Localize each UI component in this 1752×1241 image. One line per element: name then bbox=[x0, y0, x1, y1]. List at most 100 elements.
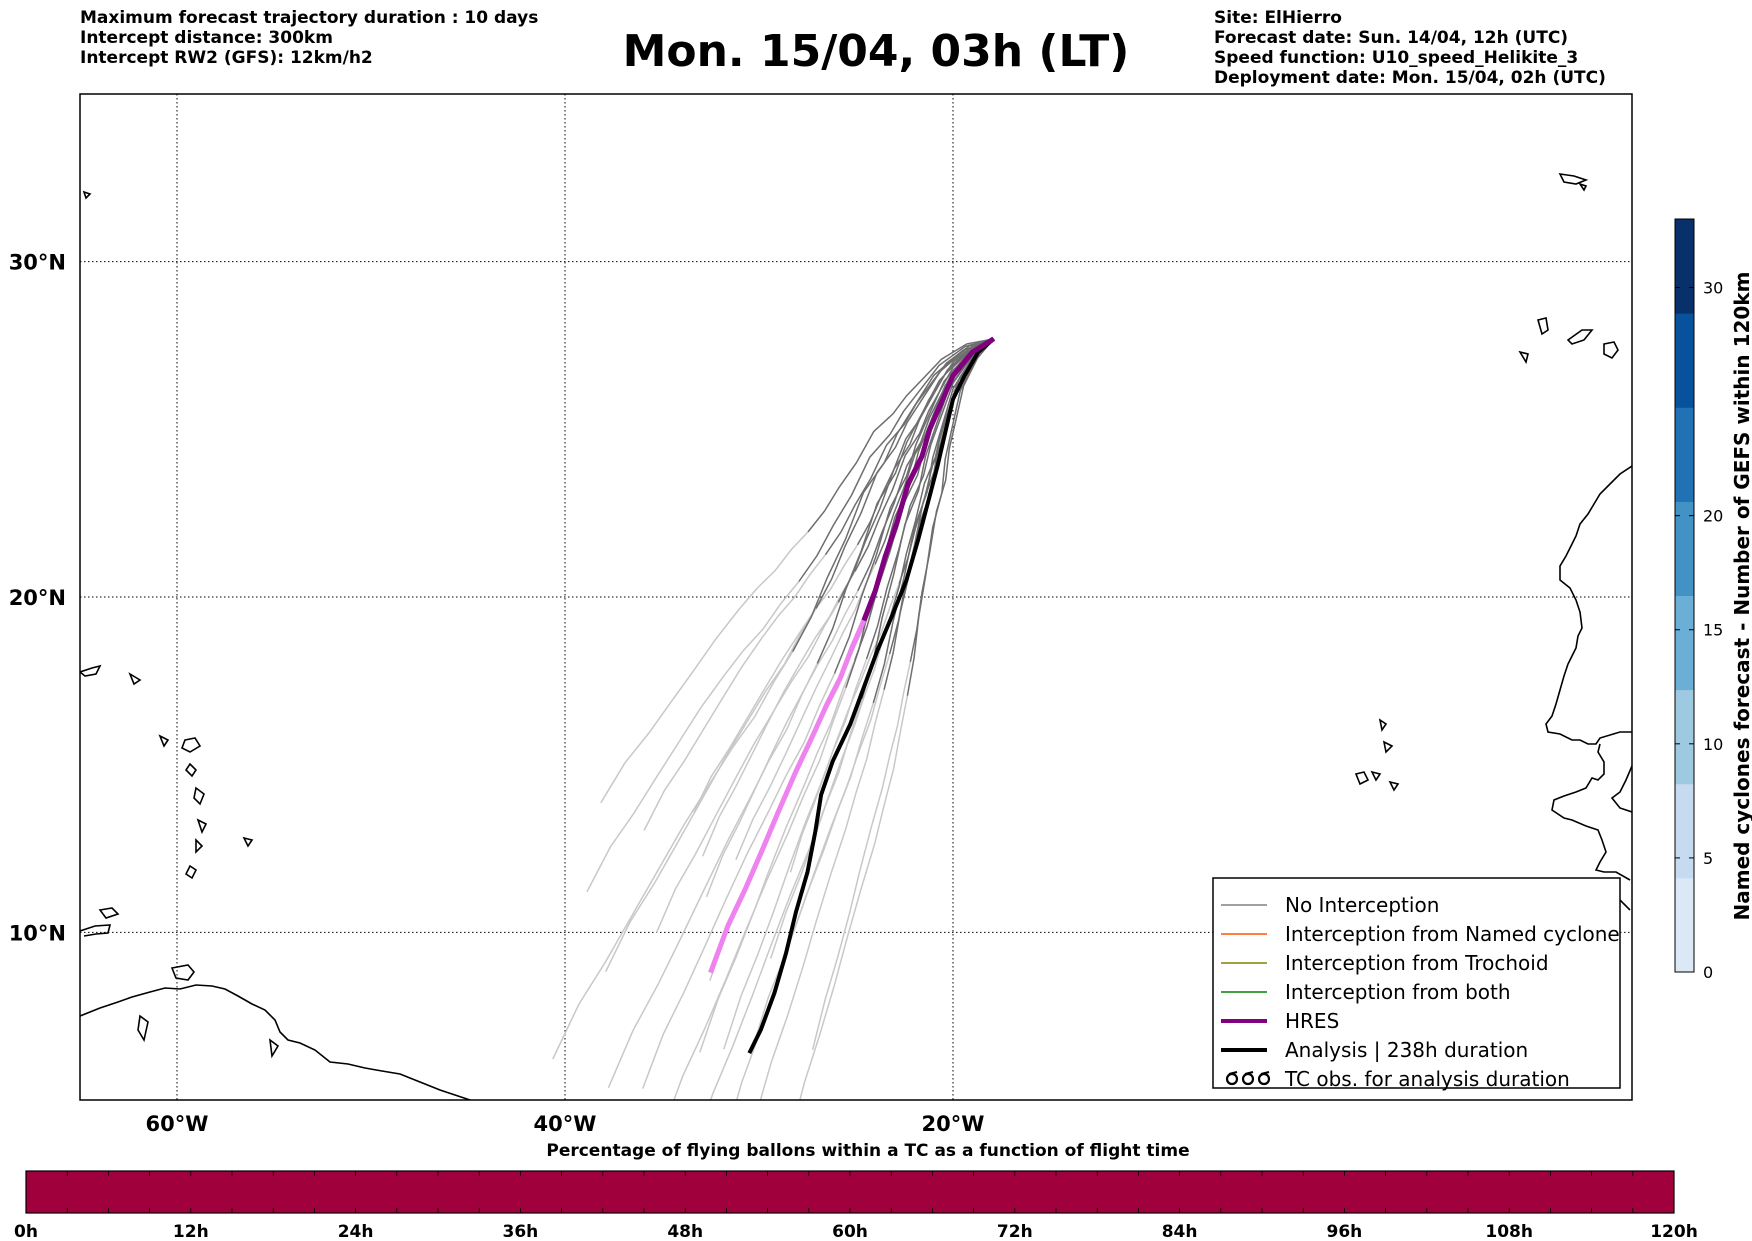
lat-tick-label: 30°N bbox=[9, 251, 66, 275]
coast-capeverde-5 bbox=[1388, 780, 1400, 792]
analysis-track[interactable] bbox=[747, 337, 996, 1054]
ensemble-track-light bbox=[811, 661, 912, 1050]
ensemble-track-light bbox=[693, 544, 859, 813]
colorbar-segment bbox=[1675, 877, 1694, 973]
ensemble-track-light bbox=[705, 590, 859, 898]
coast-antilles-1 bbox=[80, 664, 102, 677]
tc-symbol-tail bbox=[1244, 1071, 1254, 1075]
ensemble-track-light bbox=[600, 531, 809, 804]
bottom-bar-tick-label: 48h bbox=[667, 1222, 703, 1241]
ensemble-track-light bbox=[702, 571, 856, 857]
coast-antilles-6 bbox=[196, 818, 208, 835]
ensemble-track bbox=[854, 338, 995, 572]
coast-antilles-13 bbox=[268, 1038, 280, 1059]
colorbar-tick-label: 30 bbox=[1703, 278, 1723, 297]
coast-antilles-7 bbox=[195, 838, 204, 854]
colorbar-tick-label: 20 bbox=[1703, 507, 1723, 526]
colorbar-segment bbox=[1675, 595, 1694, 691]
bottom-bar-tick-label: 0h bbox=[14, 1222, 38, 1241]
coast-antilles-8 bbox=[184, 864, 198, 880]
ensemble-track bbox=[798, 338, 994, 582]
lon-tick-label: 60°W bbox=[146, 1112, 209, 1136]
legend-label: Interception from both bbox=[1285, 980, 1511, 1004]
colorbar-segment bbox=[1675, 407, 1694, 502]
coast-capeverde-1 bbox=[1378, 718, 1388, 733]
colorbar-segment bbox=[1675, 501, 1694, 596]
legend-label: Interception from Named cyclone bbox=[1285, 922, 1620, 946]
bottom-bar-tick-label: 96h bbox=[1327, 1222, 1363, 1241]
coast-antilles-3 bbox=[180, 737, 202, 753]
coast-canary-2 bbox=[1566, 329, 1594, 345]
header-intercept-rw2: Intercept RW2 (GFS): 12km/h2 bbox=[80, 48, 373, 68]
legend-label: Interception from Trochoid bbox=[1285, 951, 1549, 975]
colorbar-frame bbox=[1674, 218, 1695, 973]
bottom-bar-tick-label: 120h bbox=[1650, 1222, 1698, 1241]
header-intercept-distance: Intercept distance: 300km bbox=[80, 28, 333, 48]
colorbar-segment bbox=[1675, 783, 1694, 879]
ensemble-track bbox=[792, 338, 994, 652]
coast-antilles-9 bbox=[242, 836, 254, 848]
legend-label: TC obs. for analysis duration bbox=[1284, 1067, 1570, 1091]
colorbar-tick-label: 5 bbox=[1703, 849, 1713, 868]
ensemble-track-light bbox=[723, 658, 868, 1050]
bottom-bar-tick-label: 24h bbox=[338, 1222, 374, 1241]
legend-label: No Interception bbox=[1285, 893, 1439, 917]
coast-bermuda bbox=[82, 190, 92, 200]
colorbar-segment bbox=[1675, 219, 1694, 314]
map-frame bbox=[79, 93, 1633, 1101]
colorbar-title: Named cyclones forecast - Number of GEFS… bbox=[1730, 272, 1752, 921]
header-speed-function: Speed function: U10_speed_Helikite_3 bbox=[1214, 48, 1579, 68]
hres-track-late[interactable] bbox=[708, 619, 867, 974]
bottom-bar-tick-label: 60h bbox=[832, 1222, 868, 1241]
ensemble-track-light bbox=[799, 695, 909, 1100]
ensemble-track-light bbox=[641, 673, 836, 1089]
header-max-duration: Maximum forecast trajectory duration : 1… bbox=[80, 8, 539, 28]
legend: No Interception Interception from Named c… bbox=[1212, 877, 1621, 1091]
colorbar-segment bbox=[1675, 689, 1694, 785]
coast-antilles-5 bbox=[193, 786, 205, 806]
ensemble-track-light bbox=[655, 602, 840, 933]
ensemble-track-light bbox=[586, 581, 800, 893]
coast-madeira bbox=[1558, 172, 1589, 185]
ensemble-track-light bbox=[673, 687, 847, 1100]
ensemble-track bbox=[807, 338, 994, 533]
ensemble-track bbox=[815, 338, 994, 609]
coast-canary-1 bbox=[1537, 317, 1549, 336]
header-site: Site: ElHierro bbox=[1214, 8, 1342, 28]
ensemble-track bbox=[833, 338, 995, 674]
tc-symbol-tail bbox=[1228, 1071, 1238, 1075]
bottom-bar-title: Percentage of flying ballons within a TC… bbox=[546, 1141, 1189, 1161]
coast-antilles-4 bbox=[184, 762, 198, 778]
lon-tick-label: 40°W bbox=[534, 1112, 597, 1136]
coast-capeverde-4 bbox=[1370, 770, 1382, 782]
bottom-bar-tick-label: 108h bbox=[1485, 1222, 1533, 1241]
bottom-bar-fill[interactable] bbox=[25, 1170, 1675, 1214]
header-right: Site: ElHierro Forecast date: Sun. 14/04… bbox=[1214, 8, 1606, 88]
ensemble-track bbox=[872, 338, 995, 704]
ensemble-track-light bbox=[643, 554, 827, 831]
colorbar-segment bbox=[1675, 313, 1694, 408]
ensemble-track bbox=[816, 338, 995, 664]
lon-tick-label: 20°W bbox=[922, 1112, 985, 1136]
colorbar-tick-label: 0 bbox=[1703, 963, 1713, 982]
coast-capeverde-2 bbox=[1382, 740, 1394, 754]
ensemble-track-light bbox=[769, 613, 892, 959]
hres-track[interactable] bbox=[861, 336, 996, 622]
coast-africa-far bbox=[1610, 765, 1632, 813]
lat-tick-label: 20°N bbox=[9, 586, 66, 610]
legend-label: HRES bbox=[1285, 1009, 1339, 1033]
bottom-bar-tick-label: 12h bbox=[173, 1222, 209, 1241]
coast-capeverde-3 bbox=[1354, 771, 1370, 786]
coast-antilles-11 bbox=[98, 907, 120, 919]
coastlines bbox=[80, 172, 1632, 1100]
bottom-bar-tick-label: 84h bbox=[1162, 1222, 1198, 1241]
legend-label: Analysis | 238h duration bbox=[1285, 1038, 1528, 1062]
coast-trinidad bbox=[170, 964, 196, 981]
coast-south-america bbox=[80, 984, 471, 1100]
bottom-bar-tick-label: 36h bbox=[503, 1222, 539, 1241]
ensemble-track-light bbox=[607, 663, 818, 1089]
coast-venezuela-peninsula bbox=[80, 924, 112, 937]
colorbar: 0 5 10 15 20 30 Named cyclones forecast - Num… bbox=[1674, 218, 1752, 982]
coast-antilles-12 bbox=[137, 1014, 149, 1043]
